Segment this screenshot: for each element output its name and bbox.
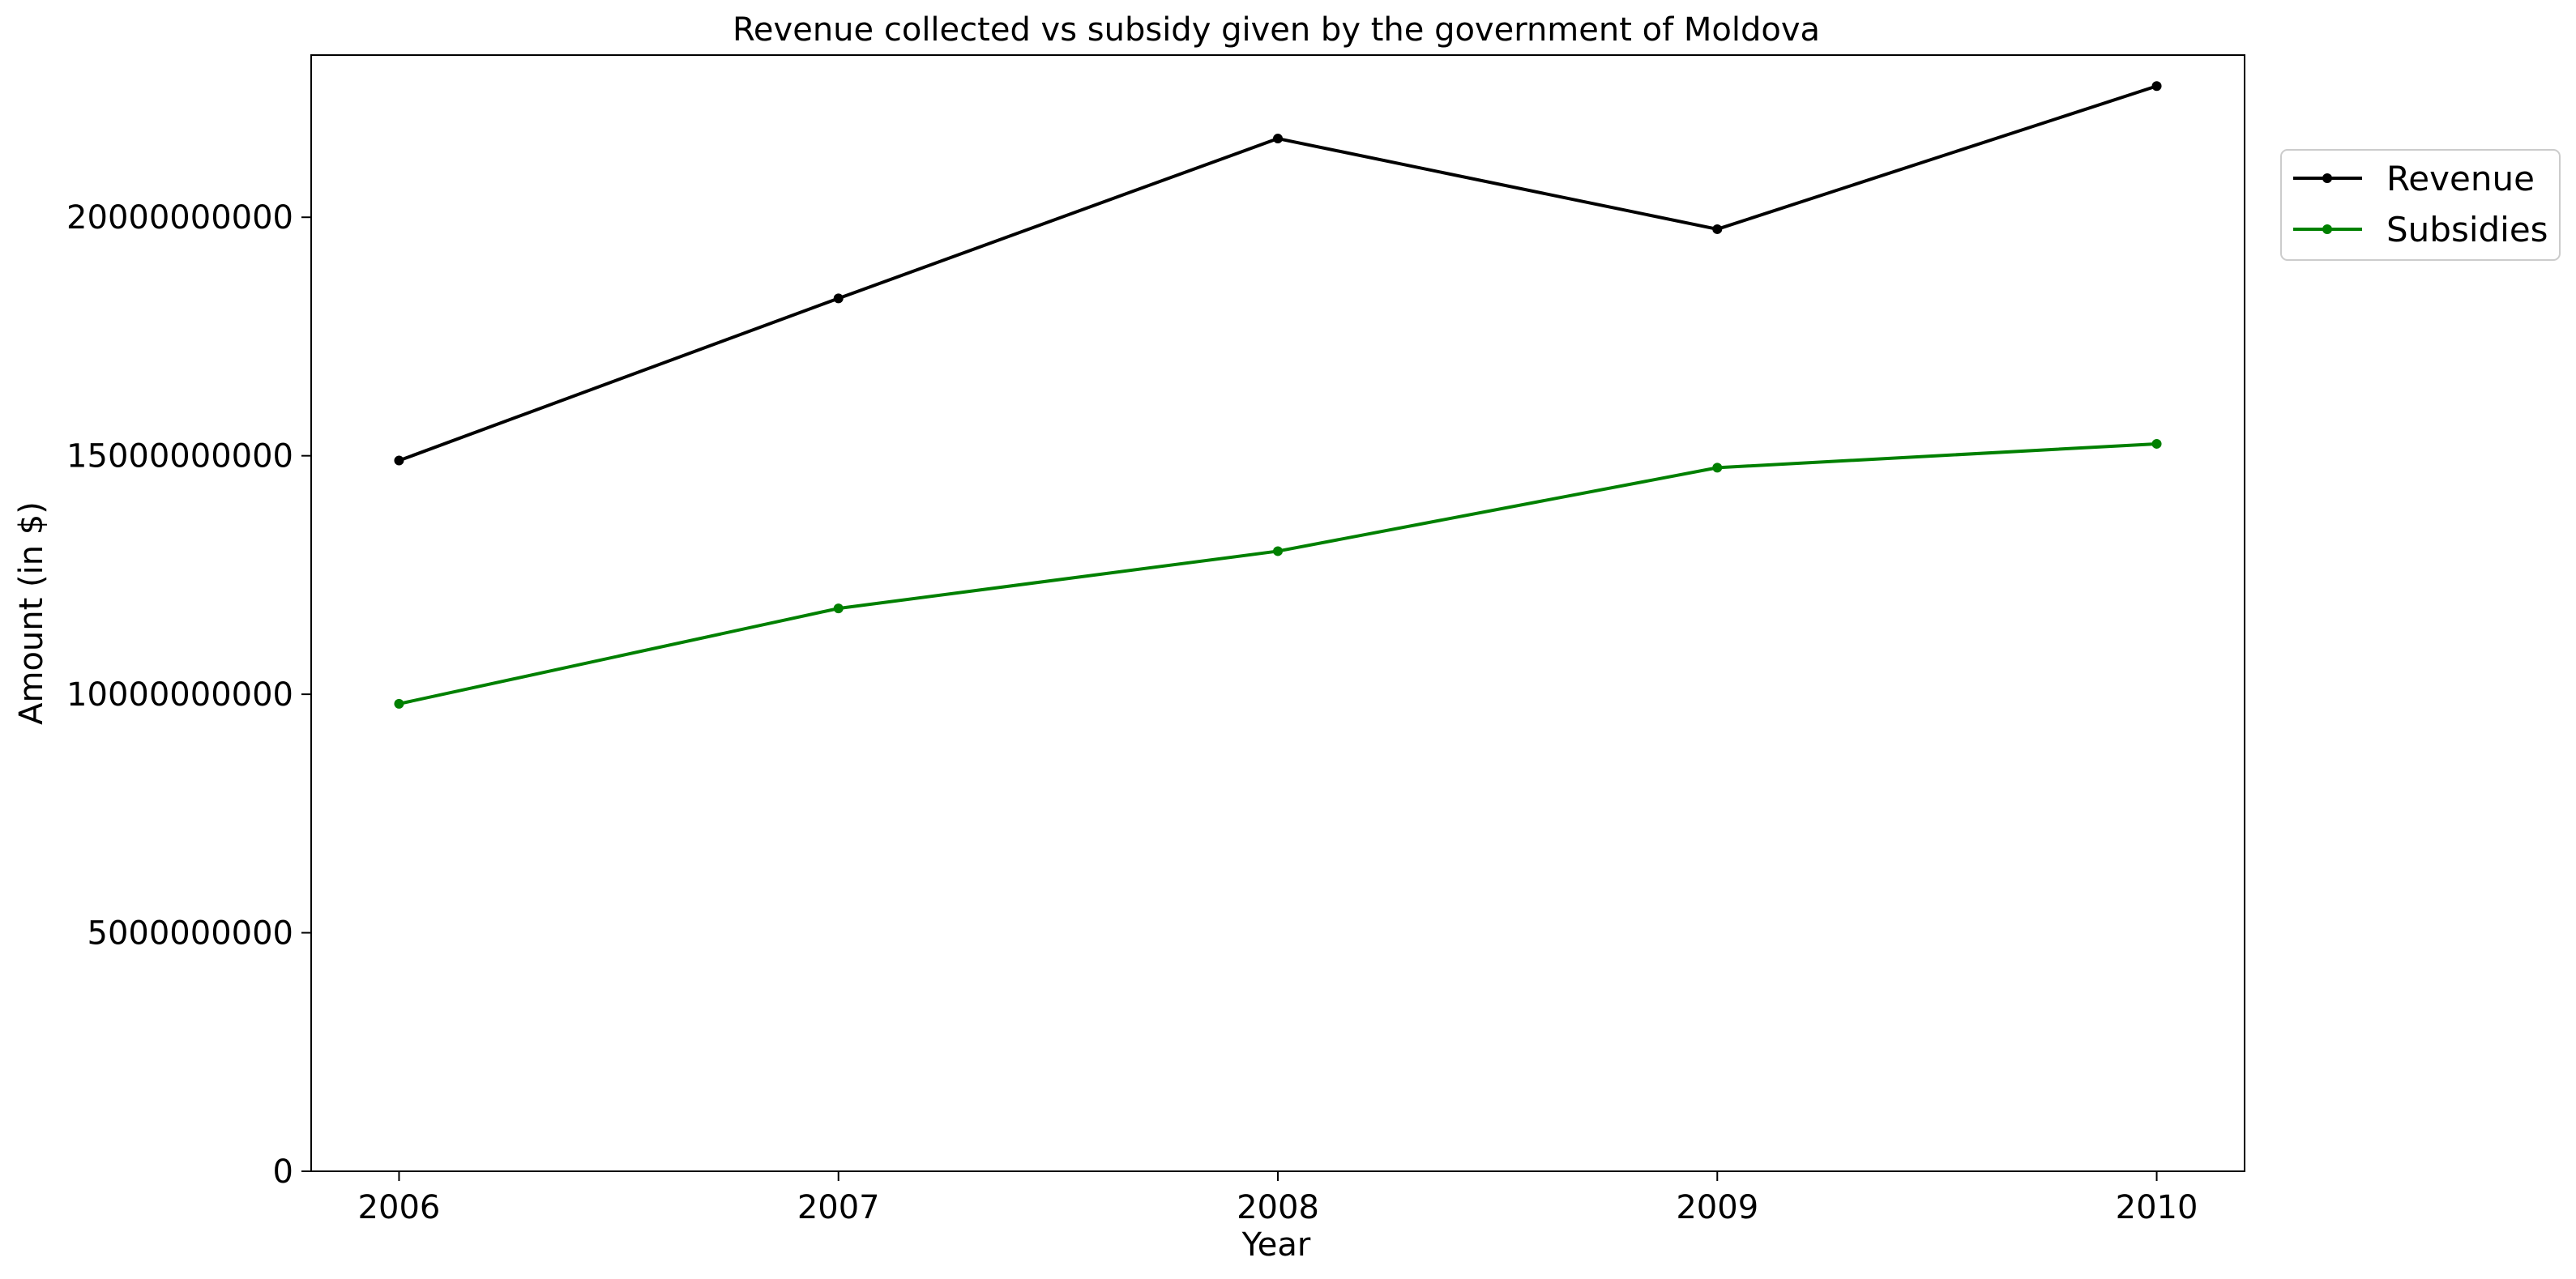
- legend-label-revenue: Revenue: [2386, 159, 2535, 198]
- legend: Revenue Subsidies: [2280, 149, 2561, 261]
- y-axis-title: Amount (in $): [13, 501, 50, 725]
- x-axis: 2006 2007 2008 2009 2010: [358, 1171, 2198, 1226]
- legend-label-subsidies: Subsidies: [2386, 210, 2548, 249]
- x-tick-label: 2008: [1237, 1189, 1319, 1226]
- data-point-subsidies: [2151, 438, 2162, 449]
- legend-marker-subsidies: [2322, 224, 2332, 234]
- y-tick-label: 15000000000: [66, 438, 293, 475]
- data-point-revenue: [394, 455, 404, 466]
- y-tick-label: 5000000000: [88, 915, 294, 953]
- series-layer: [394, 81, 2162, 709]
- y-tick-label: 10000000000: [66, 676, 293, 714]
- data-point-subsidies: [1712, 463, 1723, 473]
- data-point-revenue: [1712, 224, 1723, 234]
- data-point-subsidies: [833, 603, 844, 614]
- data-point-revenue: [1273, 134, 1283, 144]
- y-tick-label: 20000000000: [66, 199, 293, 237]
- x-axis-title: Year: [1241, 1226, 1311, 1264]
- chart-title: Revenue collected vs subsidy given by th…: [733, 11, 1820, 49]
- data-point-subsidies: [394, 698, 404, 709]
- y-axis: 0 5000000000 10000000000 15000000000 2000000…: [66, 199, 311, 1191]
- x-tick-label: 2010: [2116, 1189, 2198, 1226]
- x-tick-label: 2007: [797, 1189, 880, 1226]
- data-point-revenue: [833, 293, 844, 304]
- data-point-subsidies: [1273, 546, 1283, 556]
- data-point-revenue: [2151, 81, 2162, 92]
- plot-area-frame: [310, 54, 2245, 1172]
- series-line-subsidies: [399, 441, 2157, 706]
- x-tick-label: 2009: [1676, 1189, 1758, 1226]
- legend-marker-revenue: [2322, 173, 2332, 183]
- y-tick-label: 0: [273, 1153, 293, 1191]
- x-tick-label: 2006: [358, 1189, 441, 1226]
